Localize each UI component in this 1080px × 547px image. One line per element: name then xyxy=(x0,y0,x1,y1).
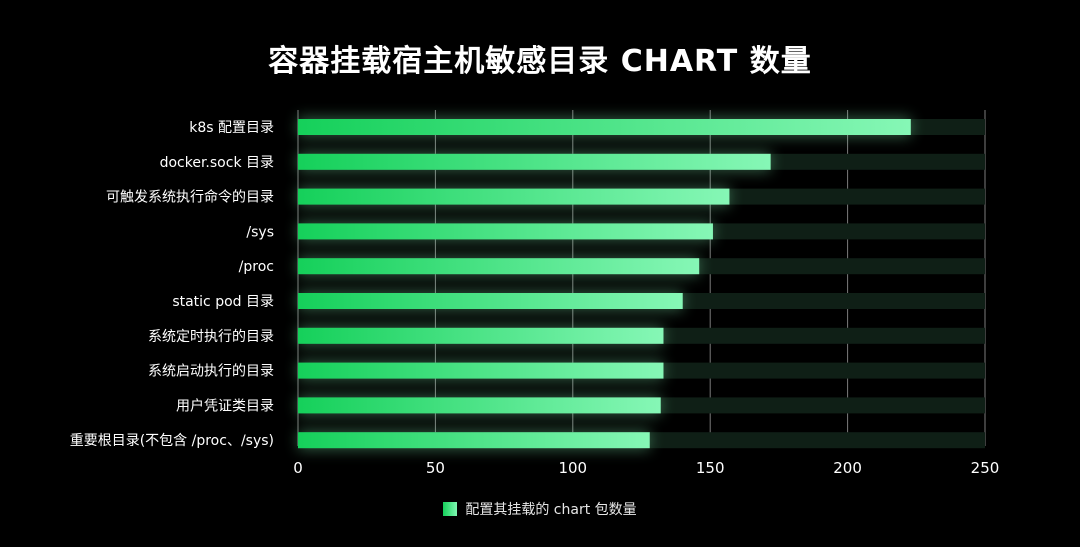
bar xyxy=(298,397,661,414)
bar xyxy=(298,293,683,309)
x-tick-label: 150 xyxy=(696,459,725,477)
bar xyxy=(298,432,650,449)
bar xyxy=(298,153,771,170)
bar xyxy=(298,119,911,135)
bar xyxy=(298,223,713,240)
legend-swatch xyxy=(443,502,458,516)
category-label: k8s 配置目录 xyxy=(189,120,274,136)
chart-title: 容器挂载宿主机敏感目录 CHART 数量 xyxy=(268,44,812,79)
category-label: 重要根目录(不包含 /proc、/sys) xyxy=(70,433,274,449)
x-tick-label: 50 xyxy=(426,459,445,477)
category-label: /proc xyxy=(239,259,274,275)
bar xyxy=(298,362,664,379)
category-label: 用户凭证类目录 xyxy=(176,397,274,414)
category-label: static pod 目录 xyxy=(172,294,274,310)
legend-label: 配置其挂载的 chart 包数量 xyxy=(465,502,637,518)
x-tick-label: 100 xyxy=(558,459,587,477)
bar xyxy=(298,258,700,275)
x-tick-label: 250 xyxy=(971,459,1000,477)
category-label: 系统启动执行的目录 xyxy=(148,364,274,380)
category-label: 系统定时执行的目录 xyxy=(148,329,274,345)
category-label: 可触发系统执行命令的目录 xyxy=(106,189,274,206)
x-tick-label: 0 xyxy=(293,459,303,477)
x-tick-label: 200 xyxy=(833,459,862,477)
category-label: /sys xyxy=(246,224,274,240)
category-label: docker.sock 目录 xyxy=(160,155,274,171)
bar xyxy=(298,188,730,205)
legend: 配置其挂载的 chart 包数量 xyxy=(0,499,1080,519)
bar xyxy=(298,327,664,344)
